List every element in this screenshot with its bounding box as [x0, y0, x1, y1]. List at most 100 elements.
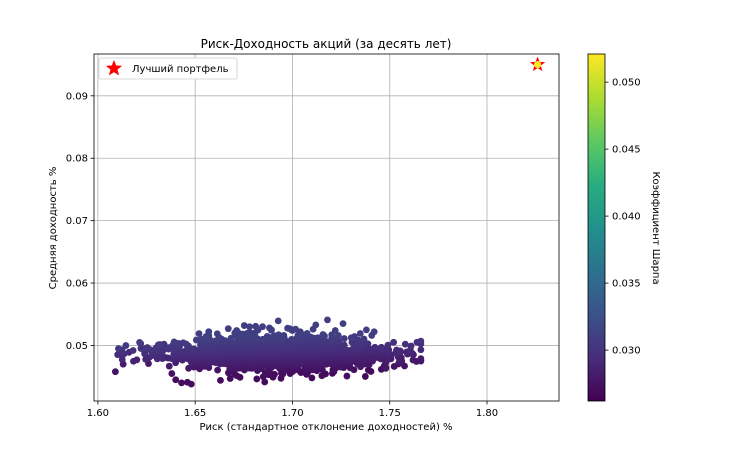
portfolio-point: [319, 331, 327, 338]
x-axis-label: Риск (стандартное отклонение доходностей…: [199, 422, 452, 433]
best-portfolio-layer: [529, 56, 546, 72]
portfolio-point: [246, 323, 254, 331]
portfolio-point: [292, 325, 299, 333]
colorbar-tick-label: 0.050: [612, 78, 641, 89]
portfolio-point: [371, 343, 379, 351]
portfolio-point: [356, 330, 364, 337]
portfolio-point: [136, 339, 143, 346]
x-tick-label: 1.70: [281, 408, 303, 419]
colorbar: [587, 53, 606, 402]
portfolio-point: [226, 375, 234, 382]
portfolio-point: [280, 331, 288, 339]
portfolio-point: [168, 370, 176, 377]
portfolio-point: [343, 372, 351, 380]
x-axis-ticks: 1.60 1.65 1.70 1.75 1.80: [87, 401, 498, 419]
portfolio-point: [227, 334, 235, 342]
portfolio-point: [314, 334, 322, 342]
legend: Лучший портфель: [98, 57, 238, 80]
portfolio-point: [401, 340, 409, 348]
portfolio-point: [269, 373, 277, 381]
portfolio-point: [284, 324, 292, 332]
portfolio-point: [172, 376, 180, 384]
portfolio-point: [384, 341, 392, 349]
portfolio-point: [351, 333, 358, 340]
portfolio-point: [240, 322, 248, 329]
portfolio-point: [244, 329, 252, 337]
chart-title: Риск-Доходность акций (за десять лет): [201, 37, 452, 51]
portfolio-point: [118, 356, 126, 363]
portfolio-point: [271, 332, 279, 340]
portfolio-point: [115, 345, 122, 353]
portfolio-point: [195, 330, 203, 337]
portfolio-point: [143, 344, 151, 351]
colorbar-ticks: 0.030 0.035 0.040 0.045 0.050: [605, 78, 641, 357]
portfolio-point: [339, 320, 347, 328]
portfolio-point: [185, 364, 192, 372]
portfolio-point: [364, 366, 372, 374]
portfolio-point: [170, 338, 178, 346]
portfolio-point: [233, 327, 241, 334]
portfolio-point: [324, 316, 331, 324]
legend-star-icon: [105, 59, 123, 76]
portfolio-point: [361, 373, 369, 380]
portfolio-point: [382, 363, 390, 371]
colorbar-tick-label: 0.045: [612, 145, 641, 156]
portfolio-point: [156, 341, 164, 348]
colorbar-label: Коэффициент Шарпа: [650, 171, 661, 284]
x-tick-label: 1.60: [87, 408, 109, 419]
portfolio-points: [112, 316, 425, 388]
portfolio-point: [297, 330, 304, 338]
y-axis-label: Средняя доходность %: [48, 167, 59, 290]
portfolio-point: [268, 326, 275, 334]
portfolio-point: [130, 357, 137, 365]
x-tick-label: 1.65: [184, 408, 206, 419]
portfolio-point: [393, 346, 400, 354]
portfolio-point: [187, 380, 195, 388]
y-tick-label: 0.05: [66, 341, 88, 352]
portfolio-point: [252, 322, 260, 330]
portfolio-point: [340, 335, 348, 342]
portfolio-point: [274, 317, 282, 325]
portfolio-point: [340, 341, 348, 349]
best-portfolio-point: [534, 61, 542, 69]
portfolio-point: [129, 347, 137, 354]
portfolio-point: [179, 339, 187, 347]
portfolio-point: [409, 356, 417, 364]
portfolio-point: [261, 378, 269, 386]
portfolio-point: [251, 329, 259, 337]
portfolio-point: [407, 342, 415, 350]
portfolio-point: [378, 343, 385, 351]
y-tick-label: 0.09: [66, 91, 88, 102]
portfolio-point: [217, 377, 224, 384]
portfolio-point: [368, 332, 376, 339]
portfolio-point: [396, 357, 403, 365]
portfolio-point: [308, 374, 316, 382]
portfolio-point: [360, 335, 368, 343]
portfolio-point: [263, 333, 271, 340]
portfolio-point: [328, 331, 336, 339]
portfolio-point: [215, 334, 223, 341]
portfolio-point: [401, 362, 408, 370]
portfolio-point: [312, 321, 320, 329]
plot-area-frame: [93, 53, 560, 402]
x-tick-label: 1.80: [476, 408, 498, 419]
portfolio-point: [259, 323, 266, 331]
portfolio-point: [205, 328, 213, 336]
portfolio-point: [417, 337, 425, 345]
portfolio-point: [253, 375, 261, 383]
portfolio-point: [178, 379, 185, 387]
y-tick-label: 0.07: [66, 216, 88, 227]
colorbar-tick-label: 0.035: [612, 279, 641, 290]
portfolio-point: [214, 366, 221, 374]
portfolio-point: [137, 345, 145, 352]
x-tick-label: 1.75: [379, 408, 401, 419]
legend-entry-best: Лучший портфель: [132, 64, 229, 75]
portfolio-point: [362, 326, 370, 334]
portfolio-point: [334, 332, 342, 339]
portfolio-point: [417, 346, 425, 354]
portfolio-point: [112, 368, 119, 376]
portfolio-point: [165, 362, 173, 370]
portfolio-point: [417, 355, 425, 362]
portfolio-point: [122, 342, 130, 349]
